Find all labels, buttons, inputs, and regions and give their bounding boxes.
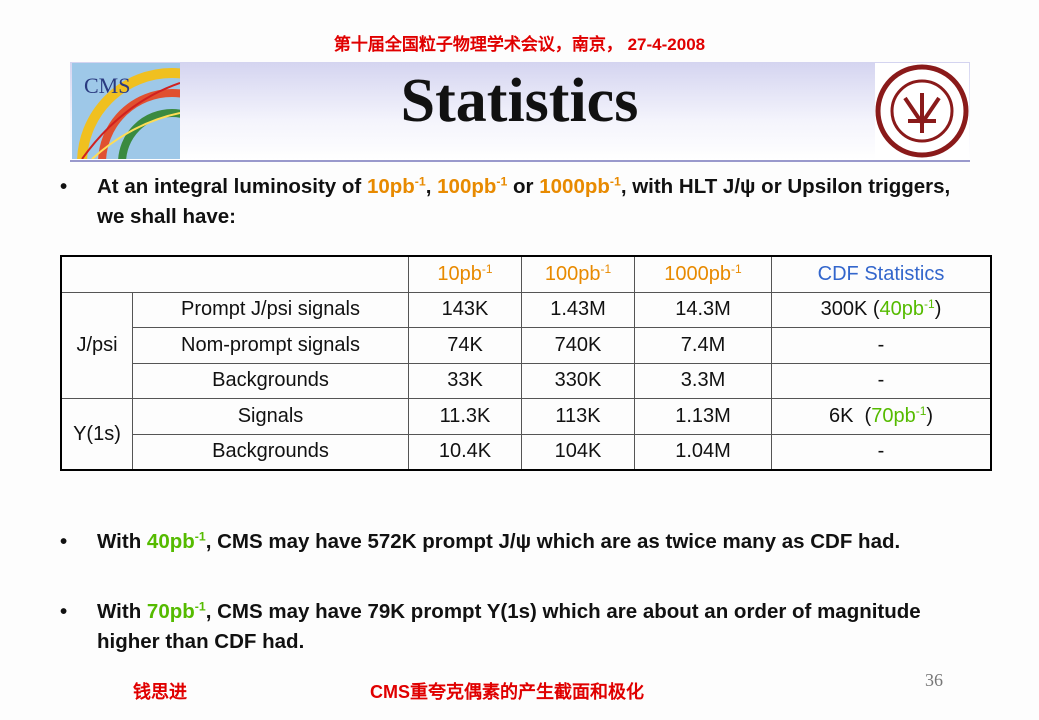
conference: 第十届全国粒子物理学术会议，南京， 27-4-2008: [333, 35, 706, 54]
footer-topic: CMS重夸克偶素的产生截面和极化: [370, 682, 644, 702]
cell: 6K (70pb-1): [771, 398, 992, 435]
header-cell: 1000pb-1: [634, 255, 772, 293]
cell: Backgrounds: [132, 433, 409, 471]
cell: 7.4M: [634, 327, 772, 364]
cell: 330K: [521, 362, 635, 399]
cell: -: [771, 433, 992, 471]
group-label: J/psi: [60, 291, 133, 399]
stats-table: 10pb-1 100pb-1 1000pb-1 CDF Statistics J…: [60, 255, 992, 471]
cell: 3.3M: [634, 362, 772, 399]
cell: 300K (40pb-1): [771, 291, 992, 328]
cell: 1.43M: [521, 291, 635, 328]
cms-logo: CMS: [72, 63, 180, 159]
cell: -: [771, 362, 992, 399]
cell: 143K: [408, 291, 522, 328]
cell: 1.13M: [634, 398, 772, 435]
bullet: • With 70pb-1, CMS may have 79K prompt Y(…: [60, 599, 927, 653]
cell: Signals: [132, 398, 409, 435]
cell: 10.4K: [408, 433, 522, 471]
cell: 104K: [521, 433, 635, 471]
group-label: Y(1s): [60, 398, 133, 471]
cell: 14.3M: [634, 291, 772, 328]
svg-text:CMS: CMS: [84, 73, 130, 98]
page-number: 36: [925, 670, 943, 690]
header-cell: 100pb-1: [521, 255, 635, 293]
cell: 113K: [521, 398, 635, 435]
bullet: • At an integral luminosity of 10pb-1, 10…: [60, 174, 956, 228]
pku-logo: [875, 63, 969, 159]
cell: 1.04M: [634, 433, 772, 471]
header-cell: CDF Statistics: [771, 255, 992, 293]
cell: Nom-prompt signals: [132, 327, 409, 364]
cell: Prompt J/psi signals: [132, 291, 409, 328]
header-cell: 10pb-1: [408, 255, 522, 293]
cell: Backgrounds: [132, 362, 409, 399]
bullet: • With 40pb-1, CMS may have 572K prompt J…: [60, 529, 901, 553]
title-bar: [70, 62, 970, 162]
cell: 11.3K: [408, 398, 522, 435]
footer-author: 钱思进: [133, 682, 187, 702]
cell: 740K: [521, 327, 635, 364]
cell: 33K: [408, 362, 522, 399]
title: Statistics: [400, 67, 639, 135]
corner-cell: [60, 255, 409, 293]
cell: -: [771, 327, 992, 364]
cell: 74K: [408, 327, 522, 364]
